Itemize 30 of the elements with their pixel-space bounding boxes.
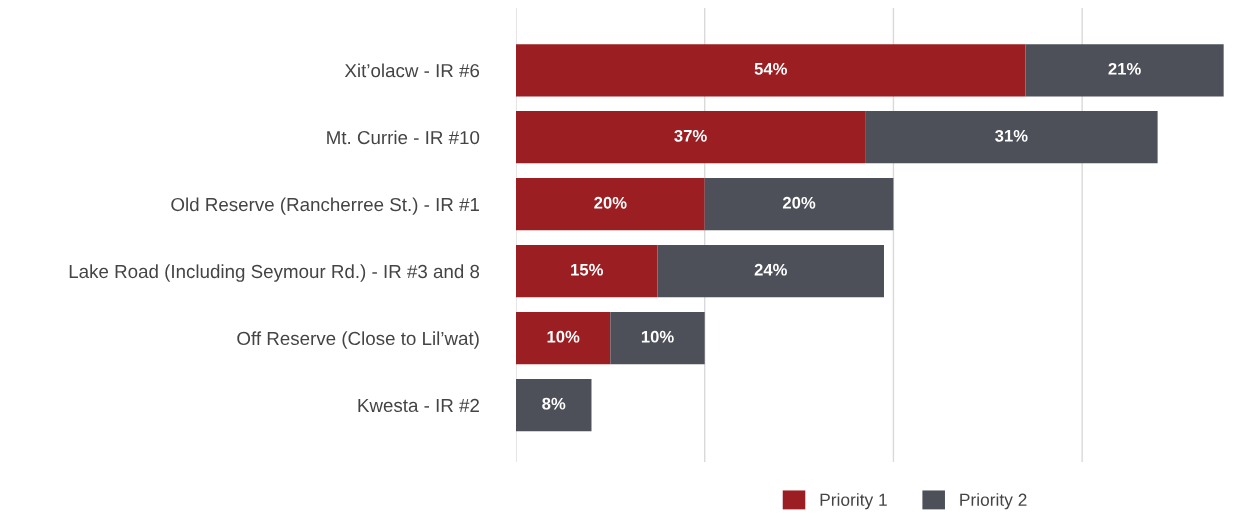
bar xyxy=(1025,44,1224,97)
data-label: 21% xyxy=(1108,62,1141,75)
bar xyxy=(516,178,705,231)
y-tick-label: Mt. Currie - IR #10 xyxy=(327,130,480,145)
bar xyxy=(516,312,611,365)
bar xyxy=(516,111,866,164)
bar xyxy=(516,378,592,432)
data-label: 10% xyxy=(641,330,674,343)
y-tick-label: Xit’olacw - IR #6 xyxy=(344,63,480,78)
data-label: 10% xyxy=(547,330,580,343)
data-label: 37% xyxy=(674,129,707,142)
y-tick-label: Old Reserve (Rancherree St.) - IR #1 xyxy=(171,197,479,215)
y-tick-label: Lake Road (Including Seymour Rd.) - IR #3 and 8 xyxy=(69,264,480,282)
bar xyxy=(657,245,884,298)
y-tick-label: Kwesta - IR #2 xyxy=(358,398,479,413)
bar xyxy=(865,111,1158,164)
data-label: 24% xyxy=(754,263,787,276)
data-label: 8% xyxy=(542,397,566,410)
data-label: 20% xyxy=(594,196,627,209)
data-label: 20% xyxy=(782,196,816,209)
data-label: 31% xyxy=(995,129,1028,142)
data-label: 15% xyxy=(571,263,604,276)
legend-label: Priority 2 xyxy=(960,493,1027,510)
y-tick-label: Off Reserve (Close to Lil’wat) xyxy=(237,331,479,349)
bar xyxy=(516,44,1026,97)
bar xyxy=(516,245,658,298)
data-label: 54% xyxy=(754,62,787,75)
legend-label: Priority 1 xyxy=(820,493,887,510)
bar xyxy=(704,178,894,231)
bar xyxy=(610,312,705,365)
